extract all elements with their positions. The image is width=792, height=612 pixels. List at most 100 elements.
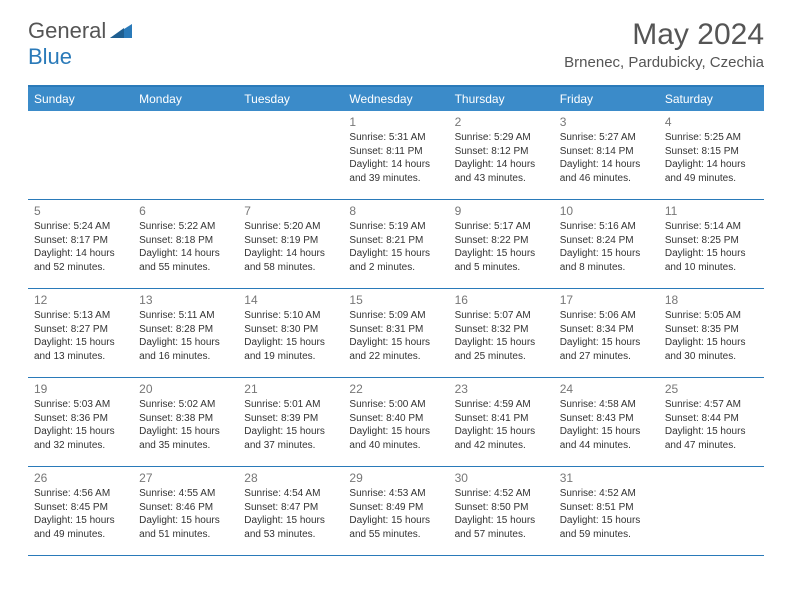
calendar: SundayMondayTuesdayWednesdayThursdayFrid…: [28, 85, 764, 556]
day-number: 25: [665, 382, 758, 396]
month-title: May 2024: [564, 18, 764, 52]
day-number: 6: [139, 204, 232, 218]
day-number: 30: [455, 471, 548, 485]
title-block: May 2024 Brnenec, Pardubicky, Czechia: [564, 18, 764, 71]
day-cell: 20Sunrise: 5:02 AMSunset: 8:38 PMDayligh…: [133, 378, 238, 466]
day-cell: 30 Sunrise: 4:52 AMSunset: 8:50 PMDayligh…: [449, 467, 554, 555]
day-header-cell: Tuesday: [238, 87, 343, 111]
day-number: 23: [455, 382, 548, 396]
header: General May 2024 Brnenec, Pardubicky, Cz…: [0, 0, 792, 79]
day-cell: 22 Sunrise: 5:00 AMSunset: 8:40 PMDayligh…: [343, 378, 448, 466]
day-cell: 8 Sunrise: 5:19 AMSunset: 8:21 PMDaylight…: [343, 200, 448, 288]
day-cell: 15 Sunrise: 5:09 AMSunset: 8:31 PMDayligh…: [343, 289, 448, 377]
day-info: Sunrise: 5:14 AMSunset: 8:25 PMDaylight:…: [665, 220, 758, 274]
day-number: 13: [139, 293, 232, 307]
day-info: Sunrise: 5:25 AMSunset: 8:15 PMDaylight:…: [665, 131, 758, 185]
day-info: Sunrise: 4:55 AMSunset: 8:46 PMDaylight:…: [139, 487, 232, 541]
day-cell: 6 Sunrise: 5:22 AMSunset: 8:18 PMDaylight…: [133, 200, 238, 288]
day-cell: 31 Sunrise: 4:52 AMSunset: 8:51 PMDayligh…: [554, 467, 659, 555]
day-cell: 3Sunrise: 5:27 AMSunset: 8:14 PMDaylight…: [554, 111, 659, 199]
day-cell: 21 Sunrise: 5:01 AMSunset: 8:39 PMDayligh…: [238, 378, 343, 466]
day-info: Sunrise: 4:52 AMSunset: 8:51 PMDaylight:…: [560, 487, 653, 541]
day-cell: 14Sunrise: 5:10 AMSunset: 8:30 PMDayligh…: [238, 289, 343, 377]
location: Brnenec, Pardubicky, Czechia: [564, 54, 764, 71]
day-number: 9: [455, 204, 548, 218]
day-cell: 18Sunrise: 5:05 AMSunset: 8:35 PMDayligh…: [659, 289, 764, 377]
day-number: 27: [139, 471, 232, 485]
day-cell: 9 Sunrise: 5:17 AMSunset: 8:22 PMDaylight…: [449, 200, 554, 288]
day-header-cell: Thursday: [449, 87, 554, 111]
day-number: 16: [455, 293, 548, 307]
day-number: 15: [349, 293, 442, 307]
day-header-cell: Friday: [554, 87, 659, 111]
day-info: Sunrise: 4:53 AMSunset: 8:49 PMDaylight:…: [349, 487, 442, 541]
day-info: Sunrise: 5:09 AMSunset: 8:31 PMDaylight:…: [349, 309, 442, 363]
day-number: 5: [34, 204, 127, 218]
week-row: 12 Sunrise: 5:13 AMSunset: 8:27 PMDayligh…: [28, 289, 764, 378]
day-number: 2: [455, 115, 548, 129]
week-row: 5 Sunrise: 5:24 AMSunset: 8:17 PMDaylight…: [28, 200, 764, 289]
day-number: 29: [349, 471, 442, 485]
day-info: Sunrise: 5:07 AMSunset: 8:32 PMDaylight:…: [455, 309, 548, 363]
day-cell: 13 Sunrise: 5:11 AMSunset: 8:28 PMDayligh…: [133, 289, 238, 377]
day-number: 4: [665, 115, 758, 129]
day-header-row: SundayMondayTuesdayWednesdayThursdayFrid…: [28, 87, 764, 111]
day-number: 1: [349, 115, 442, 129]
day-number: 3: [560, 115, 653, 129]
day-cell: 7Sunrise: 5:20 AMSunset: 8:19 PMDaylight…: [238, 200, 343, 288]
day-info: Sunrise: 5:03 AMSunset: 8:36 PMDaylight:…: [34, 398, 127, 452]
day-cell: 11 Sunrise: 5:14 AMSunset: 8:25 PMDayligh…: [659, 200, 764, 288]
day-number: 17: [560, 293, 653, 307]
week-row: 19 Sunrise: 5:03 AMSunset: 8:36 PMDayligh…: [28, 378, 764, 467]
day-cell: 29 Sunrise: 4:53 AMSunset: 8:49 PMDayligh…: [343, 467, 448, 555]
day-info: Sunrise: 4:56 AMSunset: 8:45 PMDaylight:…: [34, 487, 127, 541]
day-cell: [28, 111, 133, 199]
logo: General: [28, 18, 134, 44]
day-info: Sunrise: 5:17 AMSunset: 8:22 PMDaylight:…: [455, 220, 548, 274]
day-info: Sunrise: 5:24 AMSunset: 8:17 PMDaylight:…: [34, 220, 127, 274]
day-cell: 28Sunrise: 4:54 AMSunset: 8:47 PMDayligh…: [238, 467, 343, 555]
logo-line2: Blue: [28, 44, 72, 70]
day-info: Sunrise: 5:00 AMSunset: 8:40 PMDaylight:…: [349, 398, 442, 452]
day-cell: 1 Sunrise: 5:31 AMSunset: 8:11 PMDaylight…: [343, 111, 448, 199]
day-number: 31: [560, 471, 653, 485]
day-info: Sunrise: 4:58 AMSunset: 8:43 PMDaylight:…: [560, 398, 653, 452]
day-cell: 2 Sunrise: 5:29 AMSunset: 8:12 PMDaylight…: [449, 111, 554, 199]
day-info: Sunrise: 5:10 AMSunset: 8:30 PMDaylight:…: [244, 309, 337, 363]
day-number: 26: [34, 471, 127, 485]
week-row: 26 Sunrise: 4:56 AMSunset: 8:45 PMDayligh…: [28, 467, 764, 556]
day-number: 21: [244, 382, 337, 396]
day-header-cell: Sunday: [28, 87, 133, 111]
day-info: Sunrise: 5:16 AMSunset: 8:24 PMDaylight:…: [560, 220, 653, 274]
day-info: Sunrise: 5:01 AMSunset: 8:39 PMDaylight:…: [244, 398, 337, 452]
day-cell: 26 Sunrise: 4:56 AMSunset: 8:45 PMDayligh…: [28, 467, 133, 555]
day-cell: 5 Sunrise: 5:24 AMSunset: 8:17 PMDaylight…: [28, 200, 133, 288]
day-info: Sunrise: 5:05 AMSunset: 8:35 PMDaylight:…: [665, 309, 758, 363]
day-info: Sunrise: 5:06 AMSunset: 8:34 PMDaylight:…: [560, 309, 653, 363]
day-info: Sunrise: 5:13 AMSunset: 8:27 PMDaylight:…: [34, 309, 127, 363]
day-info: Sunrise: 4:59 AMSunset: 8:41 PMDaylight:…: [455, 398, 548, 452]
day-header-cell: Wednesday: [343, 87, 448, 111]
day-number: 7: [244, 204, 337, 218]
day-info: Sunrise: 5:11 AMSunset: 8:28 PMDaylight:…: [139, 309, 232, 363]
day-cell: 25 Sunrise: 4:57 AMSunset: 8:44 PMDayligh…: [659, 378, 764, 466]
logo-text-2: Blue: [28, 44, 72, 69]
day-info: Sunrise: 4:52 AMSunset: 8:50 PMDaylight:…: [455, 487, 548, 541]
day-number: 12: [34, 293, 127, 307]
day-info: Sunrise: 5:29 AMSunset: 8:12 PMDaylight:…: [455, 131, 548, 185]
day-cell: 19 Sunrise: 5:03 AMSunset: 8:36 PMDayligh…: [28, 378, 133, 466]
day-info: Sunrise: 5:22 AMSunset: 8:18 PMDaylight:…: [139, 220, 232, 274]
day-info: Sunrise: 5:31 AMSunset: 8:11 PMDaylight:…: [349, 131, 442, 185]
day-cell: 4 Sunrise: 5:25 AMSunset: 8:15 PMDaylight…: [659, 111, 764, 199]
day-cell: 24Sunrise: 4:58 AMSunset: 8:43 PMDayligh…: [554, 378, 659, 466]
week-row: 1 Sunrise: 5:31 AMSunset: 8:11 PMDaylight…: [28, 111, 764, 200]
day-number: 19: [34, 382, 127, 396]
day-cell: [238, 111, 343, 199]
day-info: Sunrise: 4:57 AMSunset: 8:44 PMDaylight:…: [665, 398, 758, 452]
day-number: 22: [349, 382, 442, 396]
day-info: Sunrise: 5:19 AMSunset: 8:21 PMDaylight:…: [349, 220, 442, 274]
day-number: 8: [349, 204, 442, 218]
day-cell: 16 Sunrise: 5:07 AMSunset: 8:32 PMDayligh…: [449, 289, 554, 377]
day-number: 11: [665, 204, 758, 218]
logo-text-1: General: [28, 18, 106, 44]
